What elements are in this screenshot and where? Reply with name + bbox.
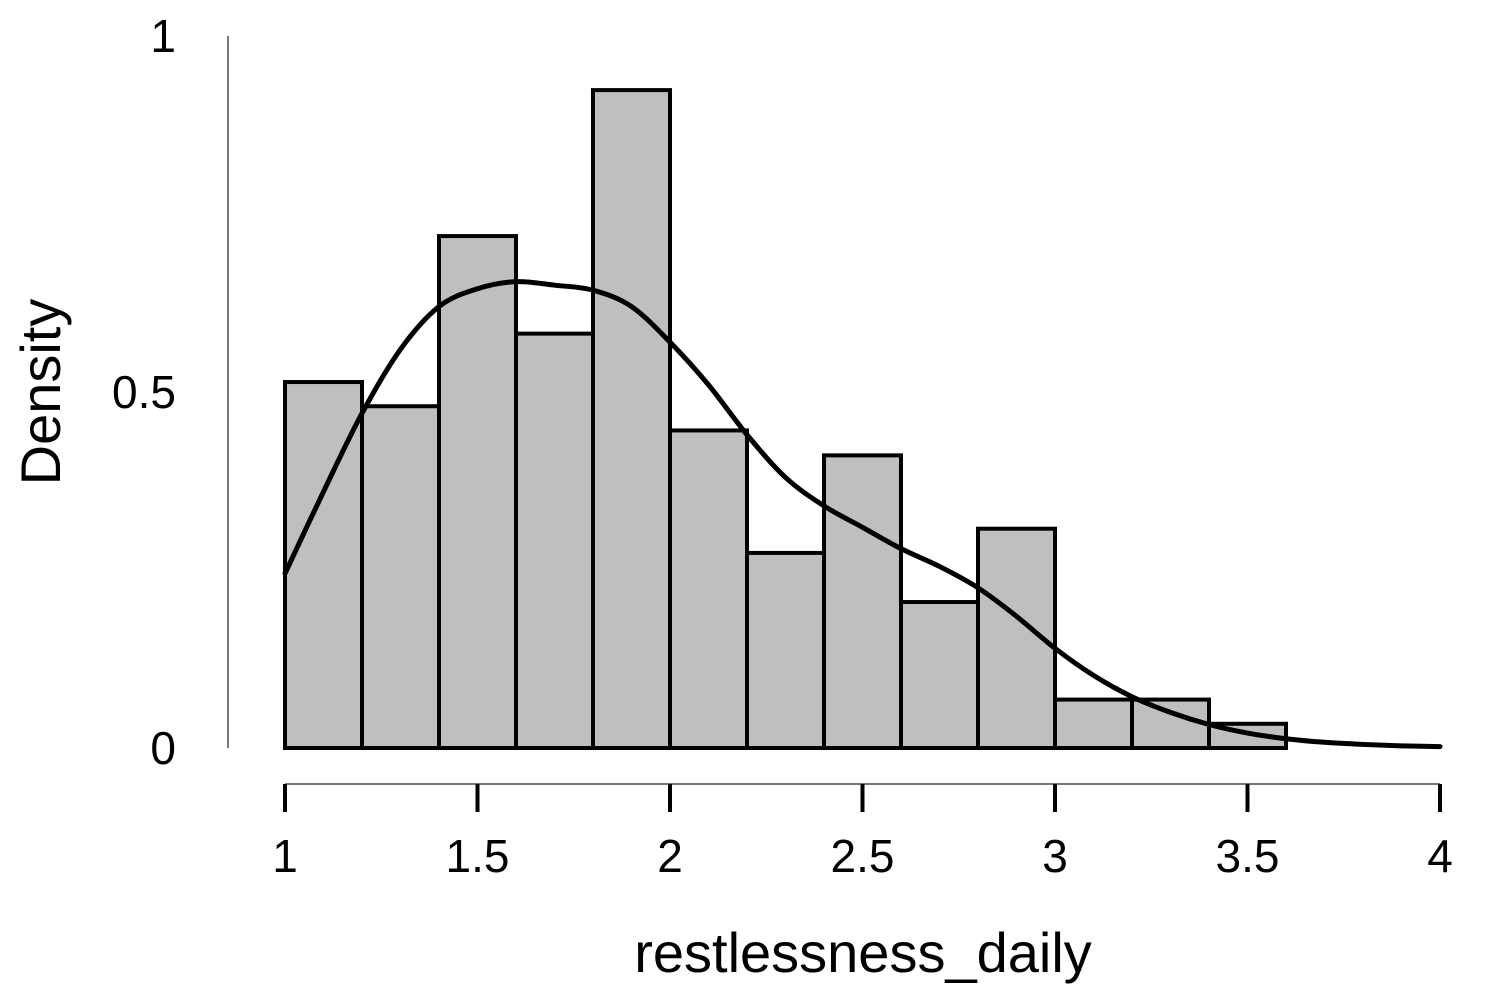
histogram-bars: [283, 88, 1288, 751]
x-tick-label: 2.5: [831, 830, 895, 882]
y-tick-label: 0: [150, 722, 176, 774]
y-tick-label: 1: [150, 10, 176, 62]
histogram-bar: [822, 453, 903, 750]
y-tick-label: 0.5: [112, 366, 176, 418]
x-tick-label: 3.5: [1216, 830, 1280, 882]
histogram-bar: [1053, 697, 1134, 750]
x-tick-label: 4: [1427, 830, 1453, 882]
x-tick-label: 2: [657, 830, 683, 882]
histogram-bar: [745, 550, 826, 750]
x-tick-label: 1: [272, 830, 298, 882]
y-axis-label: Density: [9, 299, 72, 486]
histogram-bar: [360, 404, 441, 750]
y-axis-ticks: 00.51: [112, 10, 176, 774]
histogram-bar: [899, 600, 980, 750]
histogram-bar: [1130, 697, 1211, 750]
x-tick-label: 1.5: [446, 830, 510, 882]
density-curve: [282, 279, 1443, 750]
x-axis-label: restlessness_daily: [634, 921, 1092, 984]
histogram-bar: [437, 234, 518, 751]
histogram-bar: [591, 88, 672, 750]
x-tick-label: 3: [1042, 830, 1068, 882]
histogram-bar: [668, 428, 749, 750]
x-axis-ticks: 1 1.5 2 2.5 3 3.5 4: [272, 784, 1453, 882]
histogram-bar: [514, 331, 595, 750]
